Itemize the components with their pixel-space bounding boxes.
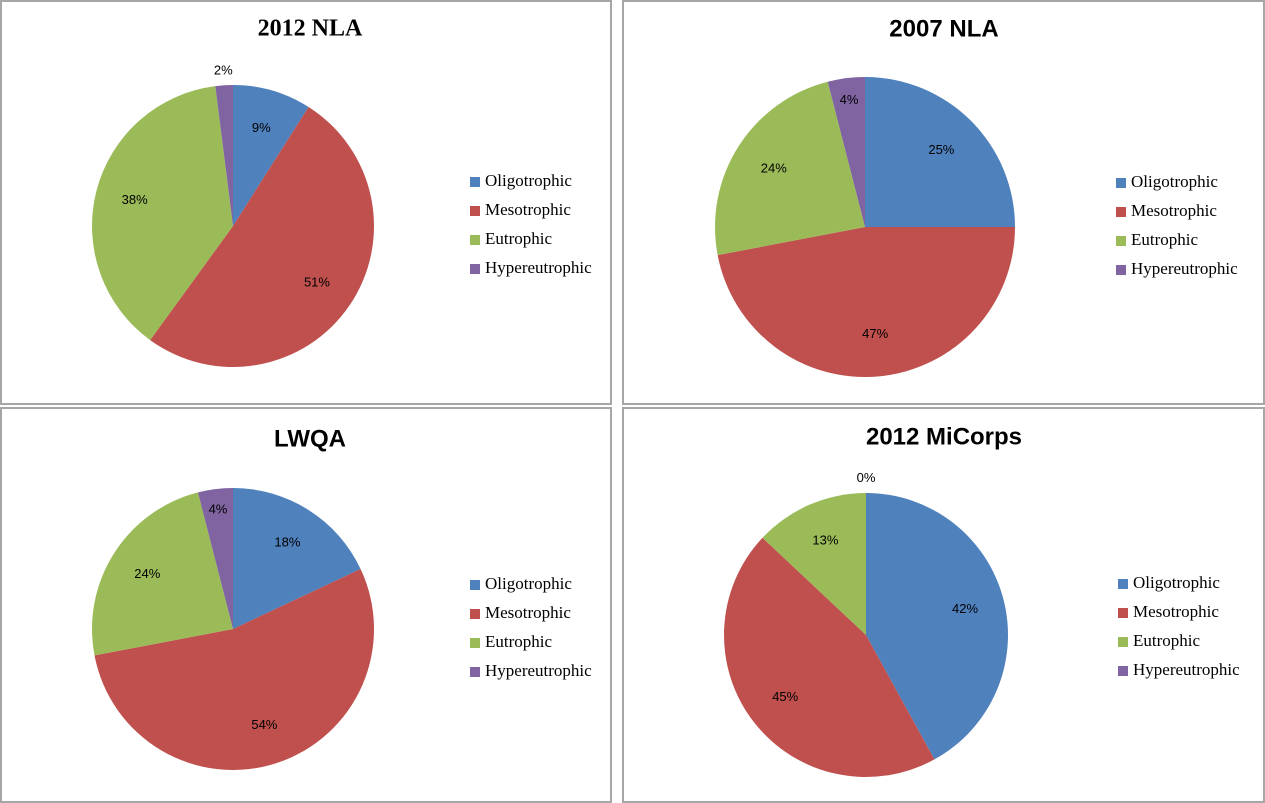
chart-title: 2012 MiCorps <box>866 423 1022 450</box>
value-label: 38% <box>122 192 148 207</box>
value-label: 25% <box>928 142 954 157</box>
legend-marker <box>470 667 480 677</box>
legend-label: Eutrophic <box>485 229 552 248</box>
legend-marker <box>1118 579 1128 589</box>
value-label: 4% <box>209 502 228 517</box>
value-label: 9% <box>252 120 271 135</box>
legend-marker <box>470 177 480 187</box>
pie-slice <box>215 85 233 226</box>
legend-label: Hypereutrophic <box>1131 259 1238 278</box>
pie-slice <box>197 488 233 629</box>
pie-slice <box>94 568 374 770</box>
legend-label: Oligotrophic <box>485 574 572 593</box>
pie-slice <box>724 537 935 777</box>
legend-marker <box>470 609 480 619</box>
legend-marker <box>470 235 480 245</box>
legend-label: Mesotrophic <box>485 200 571 219</box>
value-label: 0% <box>857 470 876 485</box>
pie-slice <box>827 77 865 227</box>
legend-label: Oligotrophic <box>1133 573 1220 592</box>
value-label: 2% <box>214 63 233 78</box>
value-label: 45% <box>772 689 798 704</box>
value-label: 18% <box>274 535 300 550</box>
value-label: 24% <box>134 566 160 581</box>
legend-label: Eutrophic <box>485 632 552 651</box>
pie-slice <box>866 493 1008 760</box>
legend-marker <box>1116 236 1126 246</box>
pie-slice <box>762 492 866 635</box>
legend-label: Hypereutrophic <box>485 661 592 680</box>
value-label: 42% <box>952 601 978 616</box>
legend-marker <box>1118 608 1128 618</box>
value-label: 13% <box>812 533 838 548</box>
legend-label: Eutrophic <box>1133 631 1200 650</box>
value-label: 24% <box>761 161 787 176</box>
legend-label: Mesotrophic <box>1133 602 1219 621</box>
legend-marker <box>470 580 480 590</box>
legend-marker <box>1116 265 1126 275</box>
chart-title: 2012 NLA <box>258 16 363 42</box>
legend-marker <box>1118 666 1128 676</box>
legend-label: Mesotrophic <box>485 603 571 622</box>
legend-label: Hypereutrophic <box>485 258 592 277</box>
pie-slice <box>92 86 233 341</box>
legend-marker <box>470 264 480 274</box>
value-label: 47% <box>862 326 888 341</box>
pie-slice <box>715 81 865 256</box>
chart-title: 2007 NLA <box>889 15 998 42</box>
legend-label: Mesotrophic <box>1131 201 1217 220</box>
legend-marker <box>1116 207 1126 217</box>
pie-slice <box>717 227 1015 378</box>
legend-marker <box>1118 637 1128 647</box>
pie-slice <box>233 85 309 226</box>
pie-slice <box>150 106 375 368</box>
chart-title: LWQA <box>274 425 346 452</box>
legend-label: Oligotrophic <box>485 171 572 190</box>
pie-slice <box>865 77 1015 227</box>
pie-slice <box>233 488 361 629</box>
legend-marker <box>470 638 480 648</box>
legend-marker <box>1116 178 1126 188</box>
legend-label: Oligotrophic <box>1131 172 1218 191</box>
legend-label: Hypereutrophic <box>1133 660 1240 679</box>
legend-marker <box>470 206 480 216</box>
legend-label: Eutrophic <box>1131 230 1198 249</box>
value-label: 54% <box>251 717 277 732</box>
value-label: 4% <box>840 92 859 107</box>
pie-slice <box>91 492 233 656</box>
value-label: 51% <box>304 275 330 290</box>
